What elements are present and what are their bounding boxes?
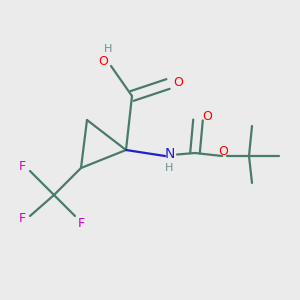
- Text: O: O: [99, 55, 108, 68]
- Text: N: N: [164, 148, 175, 161]
- Text: H: H: [165, 163, 173, 173]
- Text: F: F: [19, 160, 26, 173]
- Text: F: F: [19, 212, 26, 226]
- Text: O: O: [219, 145, 228, 158]
- Text: H: H: [104, 44, 112, 55]
- Text: F: F: [77, 217, 85, 230]
- Text: O: O: [202, 110, 212, 124]
- Text: O: O: [174, 76, 183, 89]
